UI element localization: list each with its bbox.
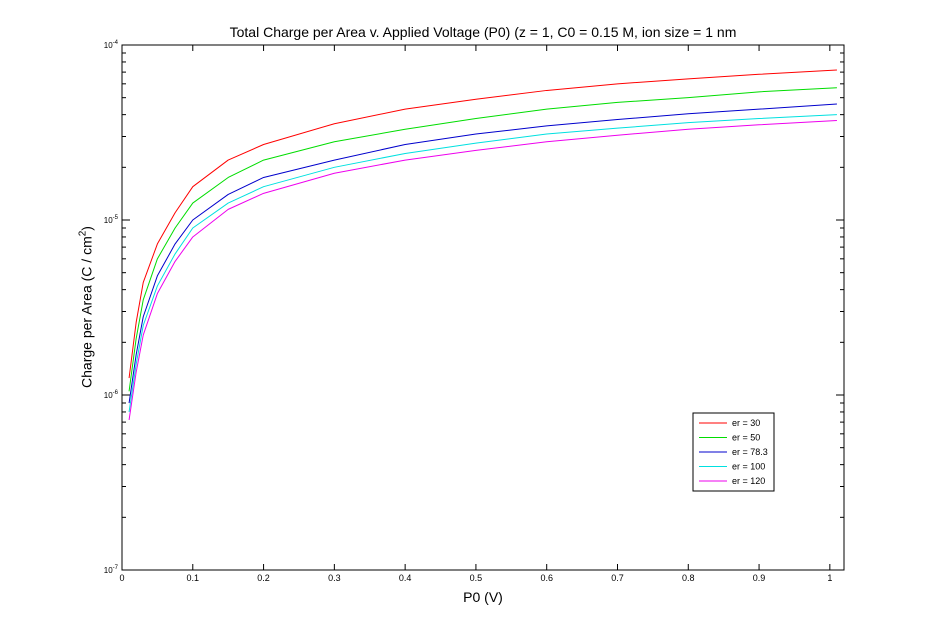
y-tick-label: 10-5 <box>104 215 119 225</box>
x-tick-label: 0.8 <box>682 573 695 583</box>
legend-label-1: er = 30 <box>732 418 760 428</box>
series-line-4 <box>128 114 837 413</box>
x-tick-label: 0 <box>119 573 124 583</box>
x-axis-label: P0 (V) <box>463 589 503 605</box>
y-axis-label: Charge per Area (C / cm2) <box>78 226 95 388</box>
legend-label-3: er = 78.3 <box>732 447 768 457</box>
x-tick-label: 0.6 <box>540 573 553 583</box>
legend-label-2: er = 50 <box>732 433 760 443</box>
x-tick-labels: 0 0.1 0.2 0.3 0.4 0.5 0.6 0.7 0.8 0.9 1 <box>119 573 832 583</box>
x-tick-label: 0.5 <box>470 573 483 583</box>
axis-ticks <box>121 44 844 571</box>
legend: er = 30 er = 50 er = 78.3 er = 100 er = 120 <box>692 412 775 492</box>
y-tick-labels: 10-7 10-6 10-5 10-4 <box>104 40 119 575</box>
x-tick-label: 0.2 <box>257 573 270 583</box>
x-tick-label: 0.4 <box>399 573 412 583</box>
series-line-3 <box>128 103 837 404</box>
legend-label-4: er = 100 <box>732 462 765 472</box>
chart-title: Total Charge per Area v. Applied Voltage… <box>229 24 737 40</box>
y-axis-label-main: Charge per Area (C / cm <box>78 236 95 388</box>
y-tick-label: 10-6 <box>104 390 119 400</box>
series-line-2 <box>128 87 837 392</box>
series-lines <box>128 69 837 421</box>
legend-label-5: er = 120 <box>732 476 765 486</box>
series-line-1 <box>128 69 837 379</box>
y-axis-label-suffix: ) <box>78 226 95 231</box>
y-tick-label: 10-7 <box>104 565 119 575</box>
y-axis-label-superscript: 2 <box>77 230 89 237</box>
x-tick-label: 0.7 <box>611 573 624 583</box>
series-line-5 <box>128 120 837 421</box>
legend-items: er = 30 er = 50 er = 78.3 er = 100 er = 120 <box>699 418 768 486</box>
x-tick-label: 0.3 <box>328 573 341 583</box>
x-tick-label: 0.1 <box>187 573 200 583</box>
x-tick-label: 0.9 <box>753 573 766 583</box>
x-tick-label: 1 <box>827 573 832 583</box>
y-tick-label: 10-4 <box>104 40 119 50</box>
